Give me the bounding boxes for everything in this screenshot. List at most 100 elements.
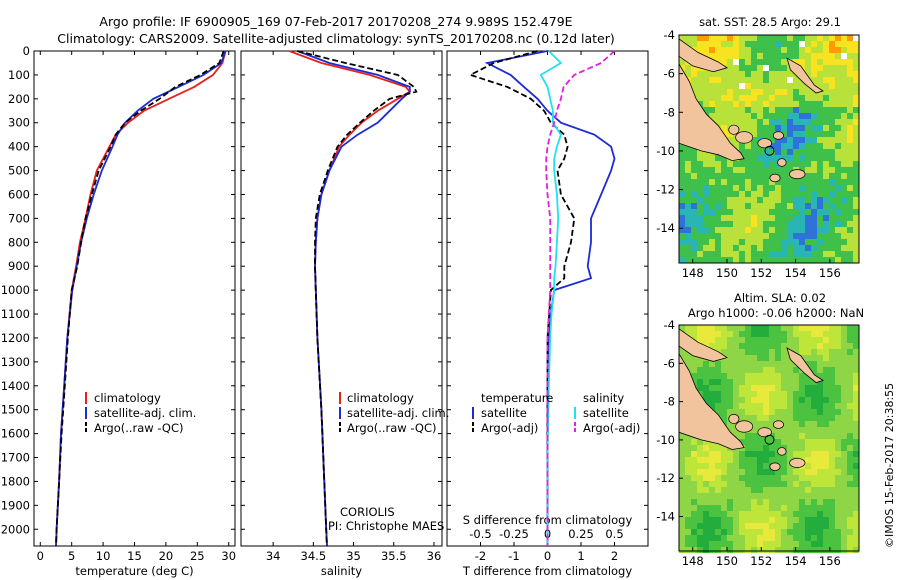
map-cell	[769, 65, 775, 71]
map-cell	[679, 233, 685, 239]
land-island	[772, 131, 784, 140]
map-cell	[835, 41, 841, 47]
map-cell	[751, 77, 757, 83]
map-cell	[793, 349, 799, 355]
map-cell	[715, 481, 721, 487]
map-cell	[805, 167, 811, 173]
map-cell	[715, 173, 721, 179]
map-cell	[751, 535, 757, 541]
map-cell	[769, 119, 775, 125]
map-cell	[847, 137, 853, 143]
map-cell	[775, 227, 781, 233]
map-cell	[715, 245, 721, 251]
map-cell	[811, 439, 817, 445]
map-cell	[733, 257, 739, 263]
map-cell	[721, 173, 727, 179]
map-cell	[805, 415, 811, 421]
map-cell	[841, 433, 847, 439]
difference-legend: temperature satellite Argo(-adj) salinit…	[472, 391, 640, 435]
map-cell	[769, 355, 775, 361]
map-cell	[709, 173, 715, 179]
map-cell	[775, 499, 781, 505]
map-cell	[745, 101, 751, 107]
map-cell	[835, 143, 841, 149]
map-cell	[727, 209, 733, 215]
map-cell	[775, 391, 781, 397]
map-cell	[769, 41, 775, 47]
map-cell	[721, 535, 727, 541]
map-cell	[793, 523, 799, 529]
map-cell	[787, 203, 793, 209]
map-cell	[757, 227, 763, 233]
map-cell	[829, 203, 835, 209]
top-tick-label: -0.25	[499, 527, 529, 541]
map-cell	[775, 331, 781, 337]
map-cell	[703, 227, 709, 233]
lat-tick-label: -10	[656, 144, 675, 158]
map-cell	[721, 541, 727, 547]
map-cell	[793, 427, 799, 433]
map-cell	[703, 529, 709, 535]
map-cell	[727, 547, 733, 553]
map-cell	[763, 161, 769, 167]
map-cell	[745, 409, 751, 415]
map-cell	[751, 257, 757, 263]
map-cell	[823, 257, 829, 263]
map-cell	[745, 233, 751, 239]
map-cell	[853, 77, 859, 83]
map-cell	[721, 167, 727, 173]
map-cell	[745, 337, 751, 343]
map-cell	[787, 197, 793, 203]
map-cell	[811, 119, 817, 125]
map-cell	[817, 349, 823, 355]
map-cell	[847, 107, 853, 113]
map-cell	[829, 233, 835, 239]
map-cell	[853, 343, 859, 349]
map-cell	[835, 445, 841, 451]
map-cell	[739, 439, 745, 445]
lon-tick-label: 154	[785, 266, 807, 280]
map-cell	[841, 203, 847, 209]
map-cell	[781, 131, 787, 137]
map-cell	[751, 505, 757, 511]
map-cell	[745, 203, 751, 209]
map-cell	[841, 487, 847, 493]
map-cell	[847, 245, 853, 251]
y-tick-label: 200	[8, 92, 30, 106]
map-cell	[793, 107, 799, 113]
map-cell	[727, 173, 733, 179]
map-cell	[793, 475, 799, 481]
map-cell	[835, 257, 841, 263]
map-cell	[709, 113, 715, 119]
map-cell	[691, 517, 697, 523]
map-cell	[817, 397, 823, 403]
map-cell	[835, 197, 841, 203]
map-cell	[853, 499, 859, 505]
map-cell	[763, 481, 769, 487]
map-cell	[739, 451, 745, 457]
map-cell	[763, 367, 769, 373]
map-cell	[835, 367, 841, 373]
map-cell	[733, 349, 739, 355]
map-cell	[793, 439, 799, 445]
map-cell	[805, 463, 811, 469]
map-cell	[817, 343, 823, 349]
map-cell	[715, 113, 721, 119]
map-cell	[733, 547, 739, 553]
map-cell	[799, 409, 805, 415]
map-cell	[853, 167, 859, 173]
map-cell	[781, 191, 787, 197]
map-cell	[763, 475, 769, 481]
map-cell	[841, 95, 847, 101]
map-cell	[751, 65, 757, 71]
map-cell	[793, 131, 799, 137]
map-cell	[703, 535, 709, 541]
map-cell	[775, 59, 781, 65]
map-cell	[823, 505, 829, 511]
map-cell	[691, 35, 697, 41]
map-cell	[739, 535, 745, 541]
map-cell	[823, 337, 829, 343]
map-cell	[697, 529, 703, 535]
map-cell	[739, 397, 745, 403]
map-cell	[853, 227, 859, 233]
